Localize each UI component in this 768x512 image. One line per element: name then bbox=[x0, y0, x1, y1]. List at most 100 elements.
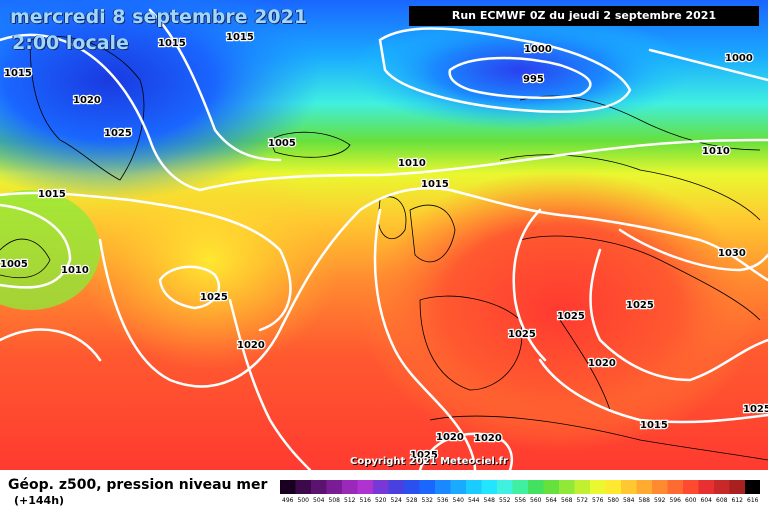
pressure-label: 1005 bbox=[0, 259, 28, 270]
legend-swatch bbox=[574, 480, 590, 494]
legend-tick-label: 584 bbox=[623, 497, 635, 504]
pressure-label: 995 bbox=[523, 74, 544, 85]
coastlines bbox=[0, 36, 768, 461]
legend-tick-label: 512 bbox=[344, 497, 356, 504]
legend-tick-label: 524 bbox=[391, 497, 403, 504]
pressure-label: 1010 bbox=[702, 146, 730, 157]
legend-swatch bbox=[667, 480, 683, 494]
legend-swatch bbox=[419, 480, 435, 494]
legend-tick-label: 548 bbox=[484, 497, 496, 504]
pressure-label: 1025 bbox=[200, 292, 228, 303]
legend-tick-label: 552 bbox=[499, 497, 511, 504]
pressure-label: 1005 bbox=[268, 138, 296, 149]
pressure-label: 1020 bbox=[436, 432, 464, 443]
field-description: Géop. z500, pression niveau mer bbox=[8, 477, 268, 493]
legend-tick-label: 508 bbox=[329, 497, 341, 504]
pressure-label: 1020 bbox=[237, 340, 265, 351]
legend-tick-label: 600 bbox=[685, 497, 697, 504]
legend-swatch bbox=[481, 480, 497, 494]
pressure-label: 1010 bbox=[61, 265, 89, 276]
legend-tick-label: 608 bbox=[716, 497, 728, 504]
legend-swatch bbox=[326, 480, 342, 494]
pressure-label: 1020 bbox=[588, 358, 616, 369]
legend-tick-label: 540 bbox=[453, 497, 465, 504]
isobars bbox=[0, 8, 768, 470]
legend-swatch bbox=[590, 480, 606, 494]
ridge-central-europe bbox=[360, 170, 760, 450]
legend-tick-label: 504 bbox=[313, 497, 325, 504]
color-scale-legend: 496 500 504 508 512 516 520 524 528 532 536 540 544 5… bbox=[280, 480, 760, 504]
legend-swatch bbox=[373, 480, 389, 494]
lead-time: (+144h) bbox=[14, 494, 65, 507]
forecast-date: mercredi 8 septembre 2021 bbox=[10, 6, 308, 28]
forecast-time: 2:00 locale bbox=[12, 32, 129, 54]
legend-tick-label: 544 bbox=[468, 497, 480, 504]
legend-swatch bbox=[543, 480, 559, 494]
legend-tick-label: 516 bbox=[360, 497, 372, 504]
legend-tick-label: 612 bbox=[732, 497, 744, 504]
legend-tick-label: 572 bbox=[577, 497, 589, 504]
legend-tick-label: 580 bbox=[608, 497, 620, 504]
legend-swatch bbox=[621, 480, 637, 494]
legend-swatch bbox=[745, 480, 760, 494]
legend-swatch bbox=[714, 480, 730, 494]
upper-low-norwegian-sea bbox=[350, 10, 690, 130]
legend-tick-label: 576 bbox=[592, 497, 604, 504]
legend-swatch bbox=[497, 480, 513, 494]
pressure-label: 1030 bbox=[718, 248, 746, 259]
legend-swatch bbox=[512, 480, 528, 494]
legend-tick-label: 588 bbox=[639, 497, 651, 504]
copyright-notice: Copyright 2021 Meteociel.fr bbox=[350, 456, 508, 467]
legend-swatch bbox=[698, 480, 714, 494]
legend-tick-label: 616 bbox=[747, 497, 759, 504]
pressure-label: 1015 bbox=[4, 68, 32, 79]
cool-pocket-atlantic bbox=[80, 150, 340, 370]
legend-swatch bbox=[636, 480, 652, 494]
legend-swatch bbox=[435, 480, 451, 494]
pressure-label: 1025 bbox=[743, 404, 768, 415]
legend-tick-label: 560 bbox=[530, 497, 542, 504]
legend-swatch bbox=[404, 480, 420, 494]
legend-swatch bbox=[528, 480, 544, 494]
pressure-label: 1015 bbox=[226, 32, 254, 43]
legend-swatch bbox=[295, 480, 311, 494]
legend-swatch bbox=[342, 480, 358, 494]
pressure-labels: 1015 1015 1020 1025 1015 1005 1010 1015 … bbox=[0, 31, 768, 463]
legend-swatch bbox=[683, 480, 699, 494]
legend-tick-label: 568 bbox=[561, 497, 573, 504]
legend-tick-label: 536 bbox=[437, 497, 449, 504]
pressure-label: 1015 bbox=[421, 179, 449, 190]
pressure-label: 1020 bbox=[474, 433, 502, 444]
legend-swatch bbox=[605, 480, 621, 494]
legend-swatch bbox=[357, 480, 373, 494]
legend-tick-label: 564 bbox=[546, 497, 558, 504]
legend-tick-label: 556 bbox=[515, 497, 527, 504]
legend-swatch bbox=[388, 480, 404, 494]
legend-swatch bbox=[729, 480, 745, 494]
legend-swatch bbox=[280, 480, 296, 494]
pressure-label: 1025 bbox=[557, 311, 585, 322]
pressure-label: 1010 bbox=[398, 158, 426, 169]
pressure-label: 1020 bbox=[73, 95, 101, 106]
legend-tick-label: 500 bbox=[298, 497, 310, 504]
legend-swatch bbox=[450, 480, 466, 494]
legend-swatch bbox=[311, 480, 327, 494]
pressure-label: 1000 bbox=[725, 53, 753, 64]
cool-pocket-west bbox=[0, 190, 100, 310]
legend-tick-label: 532 bbox=[422, 497, 434, 504]
legend-tick-label: 592 bbox=[654, 497, 666, 504]
legend-swatch bbox=[559, 480, 575, 494]
pressure-label: 1000 bbox=[524, 44, 552, 55]
legend-tick-label: 496 bbox=[282, 497, 294, 504]
legend-tick-label: 520 bbox=[375, 497, 387, 504]
pressure-label: 1025 bbox=[508, 329, 536, 340]
model-run-label: Run ECMWF 0Z du jeudi 2 septembre 2021 bbox=[409, 6, 759, 26]
pressure-label: 1025 bbox=[410, 450, 438, 461]
legend-tick-label: 604 bbox=[701, 497, 713, 504]
pressure-label: 1015 bbox=[38, 189, 66, 200]
pressure-label: 1015 bbox=[640, 420, 668, 431]
legend-swatch bbox=[466, 480, 482, 494]
legend-swatch bbox=[652, 480, 668, 494]
legend-tick-label: 596 bbox=[670, 497, 682, 504]
legend-tick-label: 528 bbox=[406, 497, 418, 504]
